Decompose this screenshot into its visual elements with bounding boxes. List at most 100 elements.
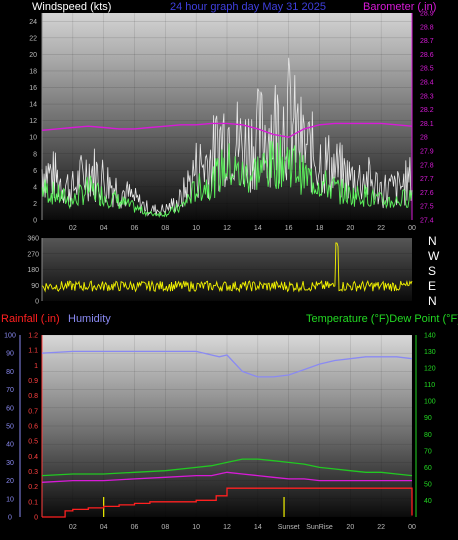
chart-title: 24 hour graph day May 31 2025 (170, 1, 326, 13)
barometer-tick-label: 28.5 (420, 66, 434, 73)
rainfall-tick-label: 0.8 (28, 393, 38, 400)
rainfall-tick-label: 0 (34, 515, 38, 522)
temperature-tick-label: 120 (424, 366, 436, 373)
humidity-tick-label: 70 (6, 387, 14, 394)
bottom-x-tick-label: Sunset (278, 524, 300, 531)
rainfall-tick-label: 0.9 (28, 378, 38, 385)
windspeed-x-tick-label: 20 (346, 225, 354, 232)
rainfall-tick-label: 1.1 (28, 348, 38, 355)
rainfall-tick-label: 0.4 (28, 454, 38, 461)
direction-tick-label: 180 (27, 267, 39, 274)
bottom-x-tick-label: 10 (192, 524, 200, 531)
rainfall-tick-label: 0.7 (28, 408, 38, 415)
direction-tick-label: 360 (27, 236, 39, 243)
axis-ticks: 02468101214161820222427.427.527.627.727.… (4, 11, 436, 532)
barometer-axis-title: Barometer (.in) (363, 1, 437, 13)
windspeed-x-tick-label: 04 (100, 225, 108, 232)
rainfall-tick-label: 1.2 (28, 333, 38, 340)
humidity-tick-label: 30 (6, 460, 14, 467)
barometer-tick-label: 28.8 (420, 24, 434, 31)
windspeed-axis-title: Windspeed (kts) (32, 1, 112, 13)
bottom-x-tick-label: SunRise (306, 524, 333, 531)
compass-n-bottom: N (428, 294, 437, 308)
windspeed-tick-label: 22 (29, 35, 37, 42)
temperature-tick-label: 100 (424, 399, 436, 406)
humidity-tick-label: 50 (6, 424, 14, 431)
windspeed-x-tick-label: 00 (408, 225, 416, 232)
bottom-x-tick-label: 06 (131, 524, 139, 531)
humidity-tick-label: 0 (8, 515, 12, 522)
windspeed-tick-label: 20 (29, 52, 37, 59)
barometer-tick-label: 28.6 (420, 52, 434, 59)
windspeed-tick-label: 16 (29, 85, 37, 92)
rainfall-tick-label: 0.1 (28, 499, 38, 506)
barometer-tick-label: 27.4 (420, 218, 434, 225)
temperature-tick-label: 40 (424, 498, 432, 505)
windspeed-tick-label: 18 (29, 68, 37, 75)
windspeed-tick-label: 6 (33, 168, 37, 175)
temperature-tick-label: 110 (424, 382, 435, 389)
barometer-line (41, 122, 413, 138)
humidity-tick-label: 90 (6, 351, 14, 358)
temperature-tick-label: 80 (424, 432, 432, 439)
rain-temp-plot-area (42, 335, 412, 517)
temperature-tick-label: 60 (424, 465, 432, 472)
windspeed-tick-label: 12 (29, 118, 37, 125)
wind-direction-line (41, 242, 413, 293)
bottom-x-tick-label: 20 (346, 524, 354, 531)
windspeed-tick-label: 10 (29, 135, 37, 142)
windspeed-tick-label: 8 (33, 151, 37, 158)
humidity-tick-label: 60 (6, 405, 14, 412)
windspeed-tick-label: 2 (33, 201, 37, 208)
rainfall-tick-label: 1 (34, 363, 38, 370)
windspeed-line (41, 133, 413, 218)
barometer-tick-label: 27.6 (420, 190, 434, 197)
barometer-tick-label: 27.5 (420, 204, 434, 211)
rainfall-tick-label: 0.3 (28, 469, 38, 476)
windspeed-tick-label: 14 (29, 102, 37, 109)
windspeed-plot-area (42, 13, 412, 220)
windspeed-tick-label: 4 (33, 184, 37, 191)
windspeed-x-tick-label: 14 (254, 225, 262, 232)
compass-e: E (428, 279, 437, 293)
temperature-tick-label: 130 (424, 349, 436, 356)
humidity-tick-label: 80 (6, 369, 14, 376)
barometer-tick-label: 28.3 (420, 93, 434, 100)
bottom-x-tick-label: 12 (223, 524, 231, 531)
temperature-tick-label: 140 (424, 333, 436, 340)
rainfall-tick-label: 0.2 (28, 484, 38, 491)
humidity-axis-title: Humidity (68, 313, 111, 325)
humidity-tick-label: 100 (4, 333, 16, 340)
temperature-tick-label: 70 (424, 448, 432, 455)
temperature-tick-label: 50 (424, 481, 432, 488)
rainfall-tick-label: 0.6 (28, 424, 38, 431)
humidity-tick-label: 40 (6, 442, 14, 449)
barometer-tick-label: 28.9 (420, 11, 434, 18)
humidity-line (41, 350, 413, 378)
windspeed-x-tick-label: 18 (316, 225, 324, 232)
direction-tick-label: 0 (35, 299, 39, 306)
compass-n-top: N (428, 234, 437, 248)
temperature-line (41, 458, 413, 477)
barometer-tick-label: 27.7 (420, 176, 434, 183)
humidity-tick-label: 10 (6, 496, 14, 503)
temperature-dewpoint-axis-title: Temperature (°F)Dew Point (°F) (306, 313, 458, 325)
windspeed-x-tick-label: 06 (131, 225, 139, 232)
bottom-x-tick-label: 00 (408, 524, 416, 531)
bottom-x-tick-label: 04 (100, 524, 108, 531)
compass-s: S (428, 264, 437, 278)
rainfall-line (42, 487, 413, 518)
direction-tick-label: 270 (27, 251, 39, 258)
bottom-x-tick-label: 22 (377, 524, 385, 531)
compass-w: W (428, 249, 440, 263)
windspeed-x-tick-label: 08 (161, 225, 169, 232)
barometer-tick-label: 28.1 (420, 121, 434, 128)
data-series (41, 57, 413, 518)
barometer-tick-label: 27.8 (420, 162, 434, 169)
bottom-x-tick-label: 08 (161, 524, 169, 531)
temperature-tick-label: 90 (424, 415, 432, 422)
windspeed-tick-label: 24 (29, 19, 37, 26)
windspeed-tick-label: 0 (33, 218, 37, 225)
windspeed-x-tick-label: 22 (377, 225, 385, 232)
